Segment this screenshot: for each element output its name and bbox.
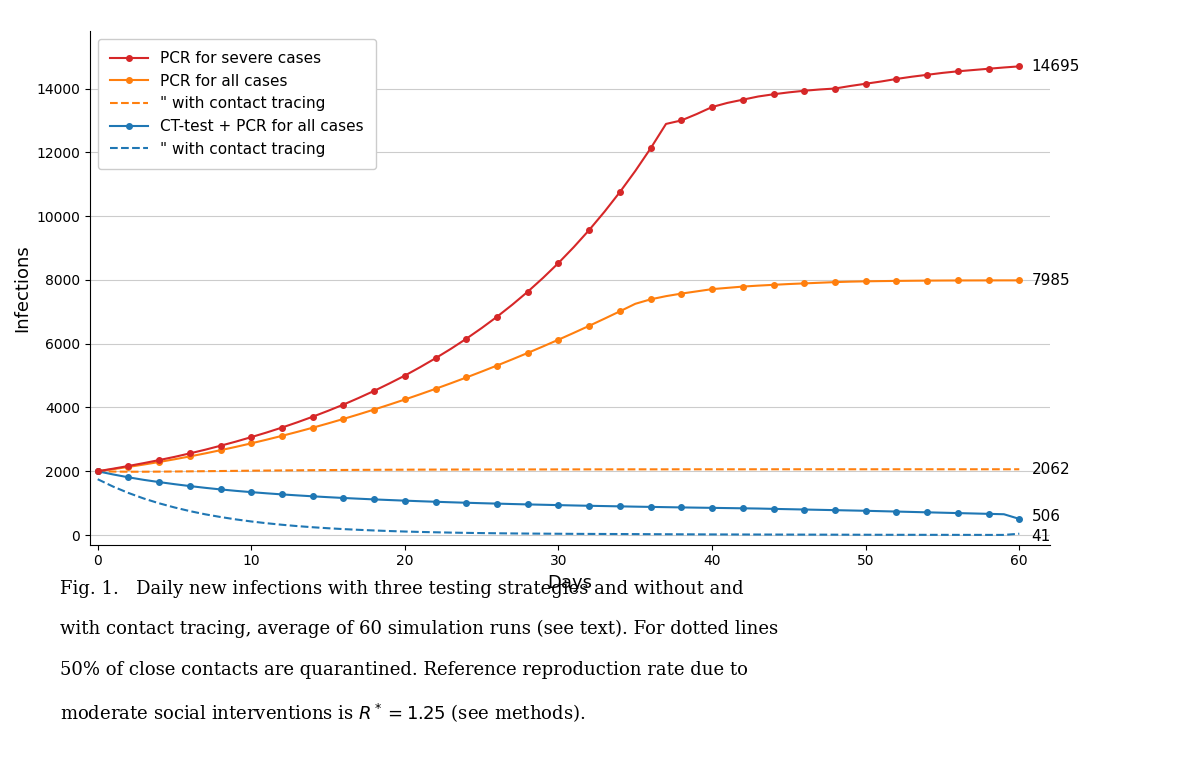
" with contact tracing	[320, 465, 335, 475]
Text: 50% of close contacts are quarantined. Reference reproduction rate due to: 50% of close contacts are quarantined. R…	[60, 661, 748, 678]
PCR for severe cases	[90, 467, 104, 476]
CT-test + PCR for all cases	[582, 501, 596, 510]
Line: PCR for severe cases: PCR for severe cases	[95, 64, 1022, 474]
PCR for all cases	[997, 275, 1012, 285]
" with contact tracing	[413, 527, 427, 537]
" with contact tracing	[920, 464, 935, 474]
PCR for severe cases	[889, 74, 904, 83]
PCR for severe cases	[1012, 61, 1026, 71]
Line: " with contact tracing: " with contact tracing	[97, 469, 1019, 471]
Text: Fig. 1.   Daily new infections with three testing strategies and without and: Fig. 1. Daily new infections with three …	[60, 580, 744, 598]
" with contact tracing	[1012, 529, 1026, 538]
PCR for severe cases	[643, 144, 658, 153]
Text: 506: 506	[1032, 509, 1061, 524]
" with contact tracing	[90, 467, 104, 476]
Line: PCR for all cases: PCR for all cases	[95, 278, 1022, 474]
PCR for severe cases	[275, 423, 289, 433]
X-axis label: Days: Days	[547, 574, 593, 592]
Line: " with contact tracing: " with contact tracing	[97, 479, 1019, 535]
PCR for all cases	[643, 295, 658, 304]
CT-test + PCR for all cases	[643, 503, 658, 512]
" with contact tracing	[1012, 464, 1026, 474]
" with contact tracing	[751, 464, 766, 474]
" with contact tracing	[428, 465, 443, 475]
PCR for all cases	[889, 276, 904, 286]
" with contact tracing	[659, 464, 673, 474]
PCR for all cases	[582, 321, 596, 331]
" with contact tracing	[121, 467, 136, 476]
CT-test + PCR for all cases	[889, 507, 904, 517]
CT-test + PCR for all cases	[306, 492, 320, 501]
" with contact tracing	[275, 520, 289, 530]
PCR for severe cases	[413, 363, 427, 372]
" with contact tracing	[598, 464, 612, 474]
Text: with contact tracing, average of 60 simulation runs (see text). For dotted lines: with contact tracing, average of 60 simu…	[60, 620, 778, 638]
PCR for all cases	[306, 423, 320, 433]
CT-test + PCR for all cases	[275, 489, 289, 499]
" with contact tracing	[90, 475, 104, 484]
PCR for all cases	[90, 467, 104, 476]
" with contact tracing	[889, 530, 904, 539]
PCR for severe cases	[306, 412, 320, 422]
Text: 14695: 14695	[1032, 59, 1080, 74]
CT-test + PCR for all cases	[413, 496, 427, 506]
" with contact tracing	[582, 529, 596, 538]
CT-test + PCR for all cases	[1012, 514, 1026, 524]
PCR for all cases	[1012, 275, 1026, 285]
Text: 2062: 2062	[1032, 462, 1070, 477]
Text: 7985: 7985	[1032, 273, 1070, 288]
" with contact tracing	[643, 530, 658, 539]
Text: moderate social interventions is $R^*=1.25$ (see methods).: moderate social interventions is $R^*=1.…	[60, 701, 586, 724]
Line: CT-test + PCR for all cases: CT-test + PCR for all cases	[95, 468, 1022, 522]
" with contact tracing	[982, 531, 996, 540]
PCR for all cases	[275, 431, 289, 440]
Legend: PCR for severe cases, PCR for all cases, " with contact tracing, CT-test + PCR f: PCR for severe cases, PCR for all cases,…	[97, 39, 376, 169]
PCR for all cases	[413, 390, 427, 399]
CT-test + PCR for all cases	[90, 467, 104, 476]
PCR for severe cases	[582, 226, 596, 235]
" with contact tracing	[306, 523, 320, 532]
Text: 41: 41	[1032, 529, 1051, 545]
" with contact tracing	[290, 465, 305, 475]
Y-axis label: Infections: Infections	[13, 244, 31, 331]
